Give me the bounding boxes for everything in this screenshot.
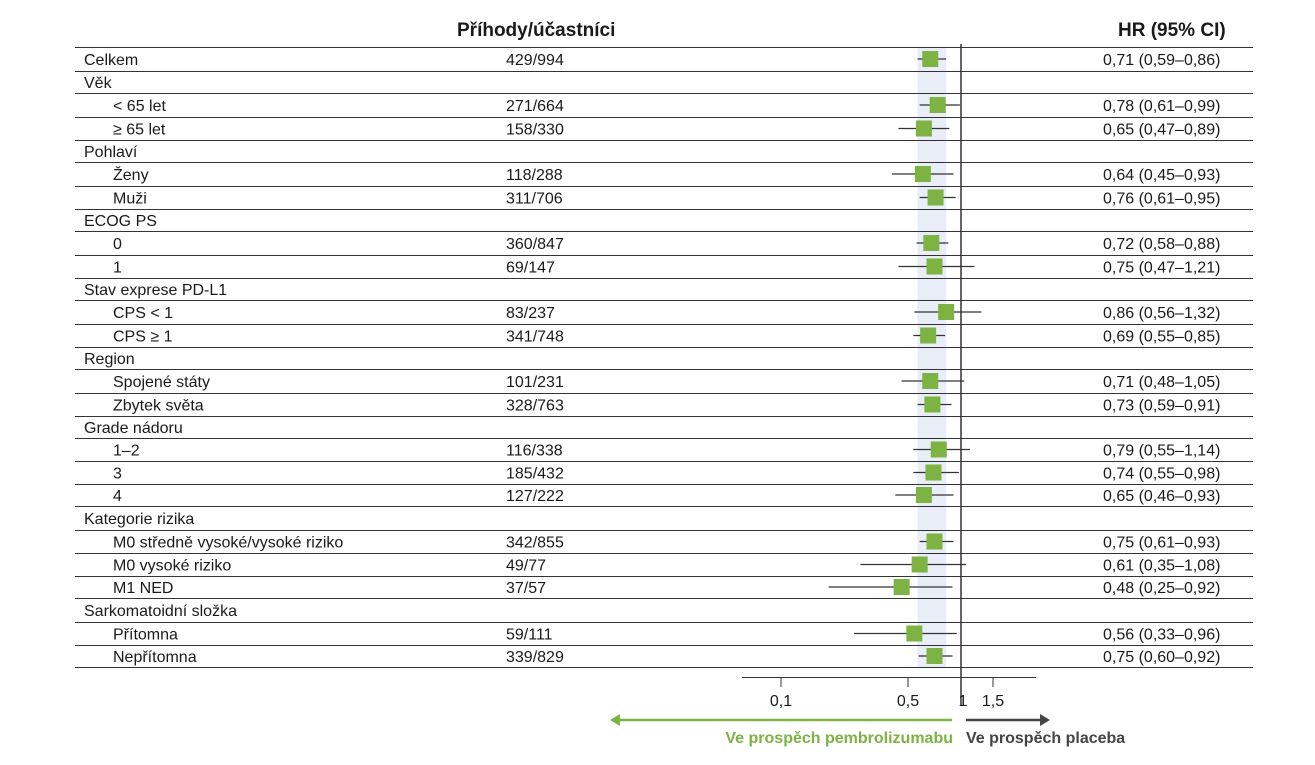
row-label: Spojené státy — [113, 374, 210, 391]
subgroup-header: Stav exprese PD-L1 — [84, 282, 227, 299]
subgroup-header: Grade nádoru — [84, 420, 183, 437]
hr-marker — [922, 51, 939, 67]
hr-marker — [924, 396, 941, 413]
subgroup-header: Pohlaví — [84, 144, 138, 161]
hr-marker — [927, 189, 944, 206]
row-label: Muži — [113, 191, 147, 208]
hr-marker — [914, 166, 931, 182]
row-label: CPS < 1 — [113, 305, 173, 322]
hr-ci-value: 0,75 (0,47–1,21) — [1103, 260, 1220, 277]
row-label: ≥ 65 let — [113, 122, 166, 139]
events-value: 118/288 — [506, 167, 563, 184]
hr-marker — [922, 373, 939, 389]
events-value: 49/77 — [506, 558, 546, 575]
hr-marker — [926, 648, 943, 664]
x-axis-tick-label: 0,5 — [897, 693, 919, 710]
row-label: CPS ≥ 1 — [113, 329, 173, 346]
right-arrow-label: Ve prospěch placeba — [966, 730, 1125, 747]
events-value: 37/57 — [506, 580, 546, 597]
row-label: Ženy — [113, 165, 149, 184]
events-value: 429/994 — [506, 52, 564, 69]
hr-ci-value: 0,78 (0,61–0,99) — [1103, 98, 1220, 115]
subgroup-header: Region — [84, 351, 135, 368]
row-label: M0 vysoké riziko — [113, 558, 231, 575]
events-value: 116/338 — [506, 443, 563, 460]
events-value: 59/111 — [506, 627, 553, 644]
hr-ci-value: 0,56 (0,33–0,96) — [1103, 627, 1220, 644]
x-axis-tick-label: 1,5 — [982, 693, 1004, 710]
hr-ci-value: 0,76 (0,61–0,95) — [1103, 191, 1220, 208]
hr-marker — [911, 556, 928, 573]
events-value: 271/664 — [506, 98, 564, 115]
hr-ci-value: 0,79 (0,55–1,14) — [1103, 443, 1220, 460]
x-axis-tick-label: 0,1 — [770, 693, 792, 710]
events-value: 83/237 — [506, 305, 555, 322]
events-value: 339/829 — [506, 649, 564, 666]
hr-marker — [906, 625, 923, 642]
row-label: Celkem — [84, 52, 138, 69]
row-label: 0 — [113, 236, 122, 253]
hr-ci-value: 0,61 (0,35–1,08) — [1103, 558, 1220, 575]
events-value: 341/748 — [506, 329, 564, 346]
events-column-header: Příhody/účastníci — [457, 20, 616, 41]
hr-ci-value: 0,73 (0,59–0,91) — [1103, 398, 1220, 415]
hr-ci-value: 0,64 (0,45–0,93) — [1103, 167, 1220, 184]
row-label: Zbytek světa — [113, 398, 204, 415]
hr-marker — [938, 304, 955, 320]
hr-marker — [926, 533, 943, 550]
hr-ci-value: 0,72 (0,58–0,88) — [1103, 236, 1220, 253]
x-axis-tick-label: 1 — [959, 693, 968, 710]
hr-marker — [930, 441, 947, 458]
hr-ci-value: 0,65 (0,47–0,89) — [1103, 122, 1220, 139]
row-label: M0 středně vysoké/vysoké riziko — [113, 535, 343, 552]
hr-ci-value: 0,48 (0,25–0,92) — [1103, 580, 1220, 597]
hr-marker — [925, 464, 942, 481]
hr-ci-value: 0,75 (0,60–0,92) — [1103, 649, 1220, 666]
row-label: 1 — [113, 260, 122, 277]
subgroup-header: Věk — [84, 75, 113, 92]
row-label: 3 — [113, 466, 122, 483]
hr-marker — [920, 327, 937, 344]
events-value: 101/231 — [506, 374, 564, 391]
row-label: 1–2 — [113, 443, 140, 460]
row-label: Přítomna — [113, 627, 178, 644]
hr-column-header: HR (95% CI) — [1118, 20, 1226, 41]
subgroup-header: ECOG PS — [84, 213, 157, 230]
events-value: 158/330 — [506, 122, 564, 139]
hr-ci-value: 0,71 (0,59–0,86) — [1103, 52, 1220, 69]
hr-marker — [915, 487, 932, 503]
subgroup-header: Sarkomatoidní složka — [84, 603, 237, 620]
events-value: 185/432 — [506, 466, 564, 483]
hr-ci-value: 0,65 (0,46–0,93) — [1103, 488, 1220, 505]
events-value: 360/847 — [506, 236, 564, 253]
hr-marker — [929, 97, 946, 113]
hr-ci-value: 0,74 (0,55–0,98) — [1103, 466, 1220, 483]
hr-ci-value: 0,69 (0,55–0,85) — [1103, 329, 1220, 346]
events-value: 311/706 — [506, 191, 563, 208]
subgroup-header: Kategorie rizika — [84, 511, 194, 528]
right-arrowhead-icon — [1040, 714, 1050, 726]
hr-ci-value: 0,71 (0,48–1,05) — [1103, 374, 1220, 391]
hr-marker — [926, 258, 943, 275]
left-arrowhead-icon — [610, 714, 620, 726]
row-label: Nepřítomna — [113, 649, 197, 666]
events-value: 328/763 — [506, 398, 564, 415]
row-label: < 65 let — [113, 98, 166, 115]
hr-marker — [923, 235, 940, 251]
events-value: 127/222 — [506, 488, 564, 505]
hr-marker — [915, 120, 932, 137]
hr-ci-value: 0,86 (0,56–1,32) — [1103, 305, 1220, 322]
left-arrow-label: Ve prospěch pembrolizumabu — [725, 730, 953, 747]
row-label: 4 — [113, 488, 122, 505]
events-value: 342/855 — [506, 535, 564, 552]
hr-ci-value: 0,75 (0,61–0,93) — [1103, 535, 1220, 552]
hr-marker — [893, 579, 910, 595]
row-label: M1 NED — [113, 580, 173, 597]
events-value: 69/147 — [506, 260, 555, 277]
